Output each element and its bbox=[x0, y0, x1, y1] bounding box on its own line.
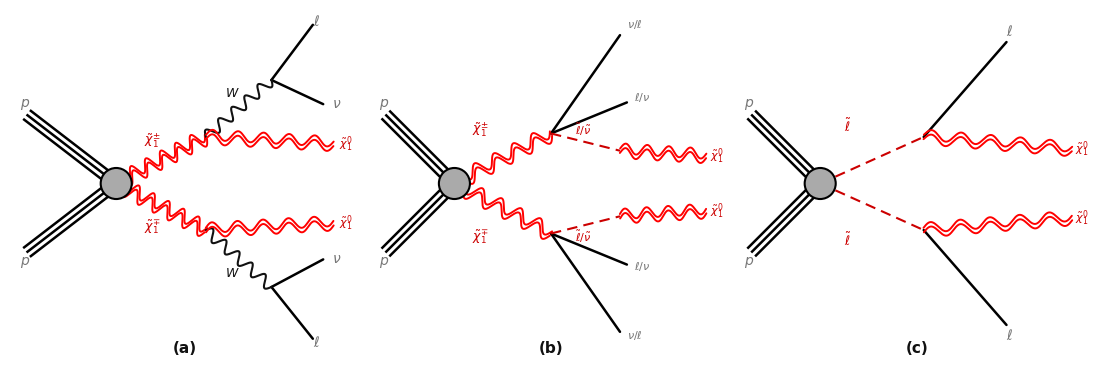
Text: $\tilde{\chi}_1^{\mp}$: $\tilde{\chi}_1^{\mp}$ bbox=[143, 217, 160, 236]
Circle shape bbox=[804, 168, 835, 199]
Text: $W$: $W$ bbox=[225, 267, 239, 280]
Text: $\nu$: $\nu$ bbox=[333, 97, 342, 111]
Text: $\tilde{\chi}_1^{0}$: $\tilde{\chi}_1^{0}$ bbox=[1076, 139, 1089, 159]
Text: (b): (b) bbox=[539, 341, 563, 356]
Text: $p$: $p$ bbox=[378, 255, 389, 270]
Text: $\tilde{\chi}_1^{0}$: $\tilde{\chi}_1^{0}$ bbox=[338, 213, 353, 233]
Text: $\nu$: $\nu$ bbox=[333, 252, 342, 266]
Text: $\ell$: $\ell$ bbox=[313, 14, 320, 29]
Text: $\tilde{\ell}$: $\tilde{\ell}$ bbox=[844, 118, 852, 135]
Circle shape bbox=[439, 168, 469, 199]
Text: $\ell$: $\ell$ bbox=[1006, 24, 1014, 39]
Text: $p$: $p$ bbox=[744, 255, 755, 270]
Text: $\tilde{\ell}$: $\tilde{\ell}$ bbox=[844, 232, 852, 249]
Text: $\tilde{\chi}_1^{0}$: $\tilde{\chi}_1^{0}$ bbox=[338, 134, 353, 154]
Text: $\nu/\ell$: $\nu/\ell$ bbox=[627, 329, 642, 342]
Text: $\ell$: $\ell$ bbox=[1006, 328, 1014, 343]
Circle shape bbox=[100, 168, 132, 199]
Text: $\nu/\ell$: $\nu/\ell$ bbox=[627, 18, 642, 31]
Text: $\ell$: $\ell$ bbox=[313, 335, 320, 350]
Text: $\tilde{\chi}_1^{0}$: $\tilde{\chi}_1^{0}$ bbox=[1076, 208, 1089, 228]
Text: $p$: $p$ bbox=[378, 97, 389, 112]
Text: $\tilde{\ell}/\tilde{\nu}$: $\tilde{\ell}/\tilde{\nu}$ bbox=[575, 122, 592, 138]
Text: $p$: $p$ bbox=[20, 97, 30, 112]
Text: $\ell/\nu$: $\ell/\nu$ bbox=[634, 260, 650, 273]
Text: (c): (c) bbox=[906, 341, 928, 356]
Text: $\tilde{\chi}_1^{0}$: $\tilde{\chi}_1^{0}$ bbox=[710, 146, 723, 166]
Text: $\tilde{\chi}_1^{\mp}$: $\tilde{\chi}_1^{\mp}$ bbox=[472, 228, 488, 246]
Text: $\tilde{\chi}_1^{\pm}$: $\tilde{\chi}_1^{\pm}$ bbox=[143, 131, 160, 150]
Text: $p$: $p$ bbox=[20, 255, 30, 270]
Text: (a): (a) bbox=[173, 341, 197, 356]
Text: $p$: $p$ bbox=[744, 97, 755, 112]
Text: $\ell/\nu$: $\ell/\nu$ bbox=[634, 91, 650, 104]
Text: $\tilde{\chi}_1^{0}$: $\tilde{\chi}_1^{0}$ bbox=[710, 201, 723, 221]
Text: $\tilde{\ell}/\tilde{\nu}$: $\tilde{\ell}/\tilde{\nu}$ bbox=[575, 229, 592, 245]
Text: $W$: $W$ bbox=[225, 87, 239, 100]
Text: $\tilde{\chi}_1^{\pm}$: $\tilde{\chi}_1^{\pm}$ bbox=[472, 121, 488, 139]
